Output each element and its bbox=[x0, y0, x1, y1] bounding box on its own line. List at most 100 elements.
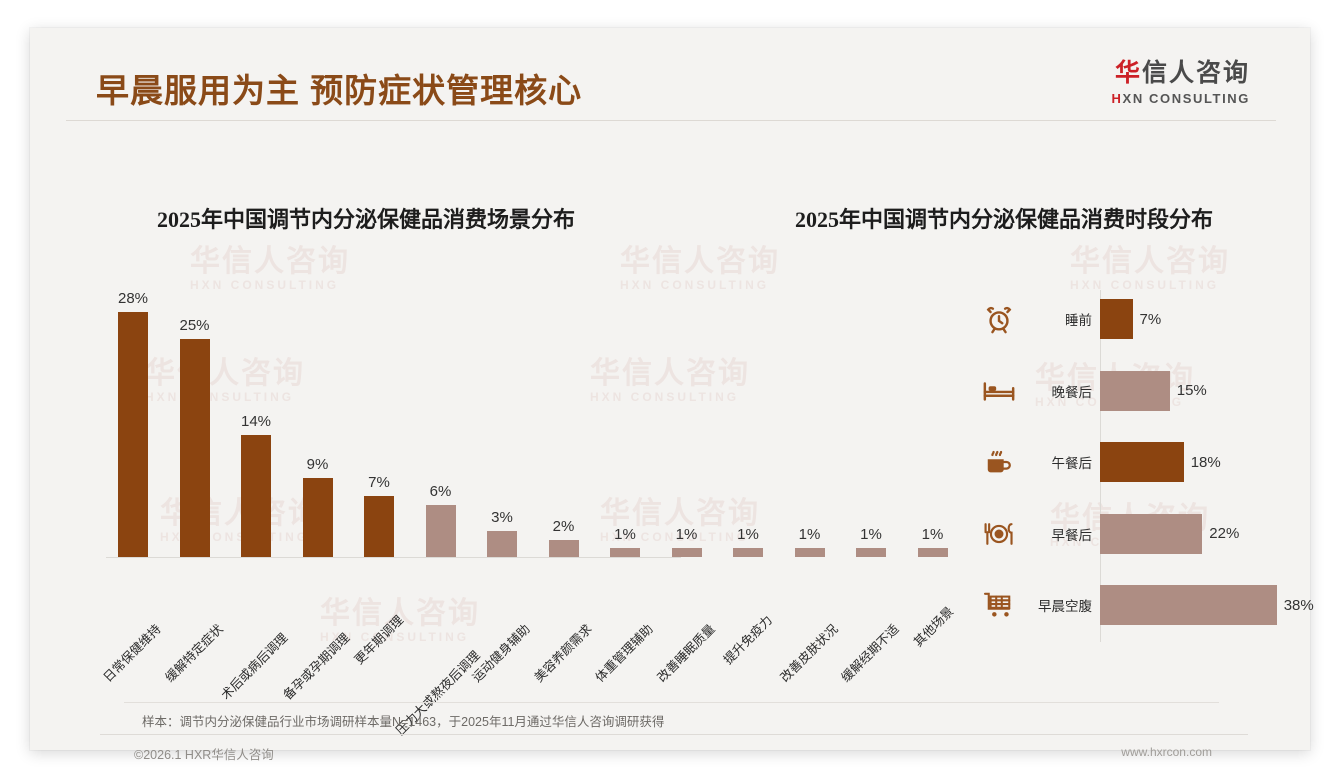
bar-column[interactable]: 6% bbox=[425, 482, 456, 557]
category-label: 缓解经期不适 bbox=[838, 621, 902, 685]
bed-icon bbox=[970, 379, 1028, 403]
bar[interactable] bbox=[1100, 370, 1170, 411]
footer-divider bbox=[100, 734, 1248, 735]
bar-value-label: 3% bbox=[491, 508, 513, 526]
category-label: 改善睡眠质量 bbox=[654, 621, 718, 685]
bar[interactable] bbox=[733, 548, 763, 557]
bar-column[interactable]: 1% bbox=[610, 526, 640, 557]
watermark: 华信人咨询 HXN CONSULTING bbox=[1070, 246, 1230, 292]
slide-header: 早晨服用为主 预防症状管理核心 华信人咨询 HXN CONSULTING bbox=[30, 28, 1310, 120]
bar[interactable] bbox=[487, 530, 517, 557]
bar-track: 7% bbox=[1100, 290, 1290, 348]
scene-distribution-chart: 28% 25% 14% 9% 7% 6% 3% 2% 1% 1% 1% 1% 1% 1% bbox=[100, 282, 948, 558]
meal-plate-icon bbox=[970, 520, 1028, 548]
vertical-bar-group: 28% 25% 14% 9% 7% 6% 3% 2% 1% 1% 1% 1% 1% 1% bbox=[100, 282, 948, 557]
bar-column[interactable]: 3% bbox=[487, 509, 517, 557]
bar-column[interactable]: 14% bbox=[241, 413, 271, 557]
bar-column[interactable]: 1% bbox=[671, 526, 702, 557]
right-chart-title: 2025年中国调节内分泌保健品消费时段分布 bbox=[795, 207, 1214, 232]
category-label: 改善皮肤状况 bbox=[777, 621, 841, 685]
category-label: 日常保健维持 bbox=[100, 621, 164, 685]
bar-column[interactable]: 2% bbox=[548, 517, 579, 557]
bar[interactable] bbox=[610, 548, 640, 557]
sample-note: 样本：调节内分泌保健品行业市场调研样本量N=1463，于2025年11月通过华信… bbox=[142, 715, 665, 729]
bar[interactable] bbox=[1100, 442, 1184, 482]
bar-value-label: 1% bbox=[798, 526, 821, 544]
bar-track: 22% bbox=[1100, 505, 1290, 563]
category-label: 早晨空腹 bbox=[1038, 599, 1092, 614]
bar-value-label: 18% bbox=[1190, 453, 1221, 471]
bar-column[interactable]: 1% bbox=[856, 526, 886, 557]
slide-canvas: 华信人咨询 HXN CONSULTING 华信人咨询 HXN CONSULTIN… bbox=[30, 28, 1314, 762]
bar-value-label: 6% bbox=[429, 482, 452, 500]
bar-column[interactable]: 28% bbox=[118, 290, 148, 557]
bar-row[interactable]: 晚餐后 15% bbox=[970, 362, 1290, 420]
bar[interactable] bbox=[302, 478, 333, 557]
bar-value-label: 9% bbox=[306, 456, 329, 474]
bar[interactable] bbox=[1100, 299, 1133, 339]
website-link[interactable]: www.hxrcon.com bbox=[1121, 745, 1212, 759]
bar-value-label: 1% bbox=[860, 526, 882, 544]
watermark-cn: 华信人咨询 bbox=[1070, 245, 1230, 278]
bar[interactable] bbox=[425, 504, 456, 557]
category-label: 美容养颜需求 bbox=[531, 621, 595, 685]
logo-en-red: H bbox=[1111, 90, 1123, 106]
bar-value-label: 1% bbox=[675, 526, 698, 544]
bar-value-label: 7% bbox=[1139, 310, 1162, 328]
category-label: 缓解特定症状 bbox=[162, 621, 226, 685]
bar[interactable] bbox=[794, 548, 825, 557]
bar-column[interactable]: 1% bbox=[794, 526, 825, 557]
bar[interactable] bbox=[917, 548, 948, 557]
logo-cn-rest: 信人咨询 bbox=[1141, 59, 1250, 87]
bar-value-label: 22% bbox=[1209, 525, 1240, 542]
category-label: 睡前 bbox=[1065, 313, 1092, 328]
bar-column[interactable]: 7% bbox=[364, 474, 394, 557]
note-divider bbox=[124, 702, 1219, 703]
page-title: 早晨服用为主 预防症状管理核心 bbox=[96, 72, 583, 109]
watermark-cn: 华信人咨询 bbox=[190, 245, 350, 278]
bar[interactable] bbox=[1100, 513, 1203, 554]
bar-column[interactable]: 25% bbox=[179, 316, 210, 557]
bar[interactable] bbox=[856, 548, 886, 557]
bar[interactable] bbox=[118, 312, 148, 557]
bar-column[interactable]: 9% bbox=[302, 456, 333, 557]
bar-value-label: 15% bbox=[1176, 382, 1207, 399]
bar[interactable] bbox=[179, 338, 210, 557]
bar-value-label: 25% bbox=[179, 316, 210, 334]
bar-row[interactable]: 睡前 7% bbox=[970, 290, 1290, 348]
shopping-cart-icon bbox=[970, 591, 1028, 619]
bar-row[interactable]: 早晨空腹 38% bbox=[970, 576, 1314, 634]
category-label: 提升免疫力 bbox=[720, 613, 776, 668]
header-divider bbox=[66, 120, 1276, 121]
bar[interactable] bbox=[241, 434, 271, 557]
bar-track: 15% bbox=[1100, 362, 1290, 420]
bar[interactable] bbox=[1100, 585, 1277, 625]
category-label: 早餐后 bbox=[1051, 527, 1093, 543]
category-label: 更年期调理 bbox=[351, 613, 407, 668]
bar-value-label: 1% bbox=[737, 526, 759, 544]
category-label: 其他场景 bbox=[910, 604, 956, 650]
coffee-mug-icon bbox=[970, 447, 1028, 477]
bar-track: 18% bbox=[1100, 433, 1290, 491]
watermark-cn: 华信人咨询 bbox=[620, 245, 780, 278]
bar-value-label: 7% bbox=[368, 473, 390, 491]
brand-logo: 华信人咨询 HXN CONSULTING bbox=[1112, 59, 1250, 106]
bar-row[interactable]: 早餐后 22% bbox=[970, 505, 1290, 563]
bar[interactable] bbox=[671, 548, 702, 557]
x-axis-line bbox=[106, 557, 681, 558]
time-distribution-chart: 睡前 7% 晚餐后 15% 午餐后 18% 早餐后 22% 早晨空腹 38% bbox=[970, 290, 1314, 645]
bar-row[interactable]: 午餐后 18% bbox=[970, 433, 1290, 491]
category-label: 体重管理辅助 bbox=[592, 621, 656, 685]
bar-value-label: 14% bbox=[240, 412, 272, 430]
bar-value-label: 1% bbox=[921, 526, 944, 544]
category-label: 晚餐后 bbox=[1051, 384, 1093, 400]
bar-column[interactable]: 1% bbox=[917, 526, 948, 557]
logo-cn-red: 华 bbox=[1114, 59, 1142, 87]
logo-english: HXN CONSULTING bbox=[1112, 91, 1250, 106]
logo-chinese: 华信人咨询 bbox=[1112, 59, 1250, 88]
bar-column[interactable]: 1% bbox=[733, 526, 763, 557]
bar[interactable] bbox=[548, 539, 579, 557]
bar-value-label: 2% bbox=[552, 517, 575, 535]
alarm-clock-icon bbox=[970, 304, 1028, 334]
bar[interactable] bbox=[364, 495, 394, 557]
